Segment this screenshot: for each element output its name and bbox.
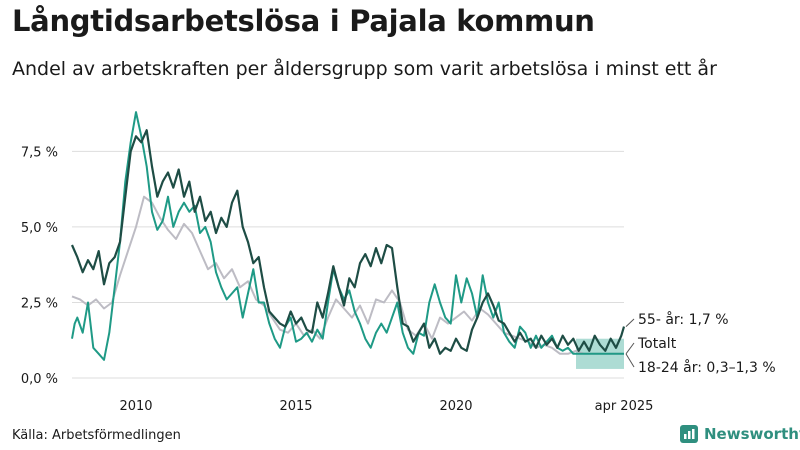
newsworthy-logo: Newsworthy <box>680 425 800 443</box>
chart-title: Långtidsarbetslösa i Pajala kommun <box>12 4 595 38</box>
chart-subtitle: Andel av arbetskraften per åldersgrupp s… <box>12 58 717 80</box>
x-tick-label-2: 2020 <box>439 399 472 414</box>
y-tick-label-3: 7,5 % <box>21 145 58 160</box>
logo-text: Newsworthy <box>704 425 800 443</box>
x-tick-label-0: 2010 <box>119 399 152 414</box>
chart-logo-icon <box>680 425 698 443</box>
leader-age18_24 <box>625 353 635 368</box>
y-tick-label-2: 5,0 % <box>21 221 58 236</box>
leader-total <box>625 342 635 355</box>
end-label-total: Totalt <box>637 336 677 352</box>
x-tick-label-3: apr 2025 <box>595 399 654 414</box>
series-line-age18_24 <box>71 111 624 361</box>
y-tick-label-1: 2,5 % <box>21 296 58 311</box>
x-tick-label-1: 2015 <box>279 399 312 414</box>
y-tick-label-0: 0,0 % <box>21 372 58 387</box>
end-label-age55: 55- år: 1,7 % <box>638 311 729 328</box>
series-line-age55 <box>70 129 626 355</box>
end-label-age18_24: 18-24 år: 0,3–1,3 % <box>638 359 776 376</box>
source-note: Källa: Arbetsförmedlingen <box>12 428 181 443</box>
leader-age55 <box>625 318 635 327</box>
